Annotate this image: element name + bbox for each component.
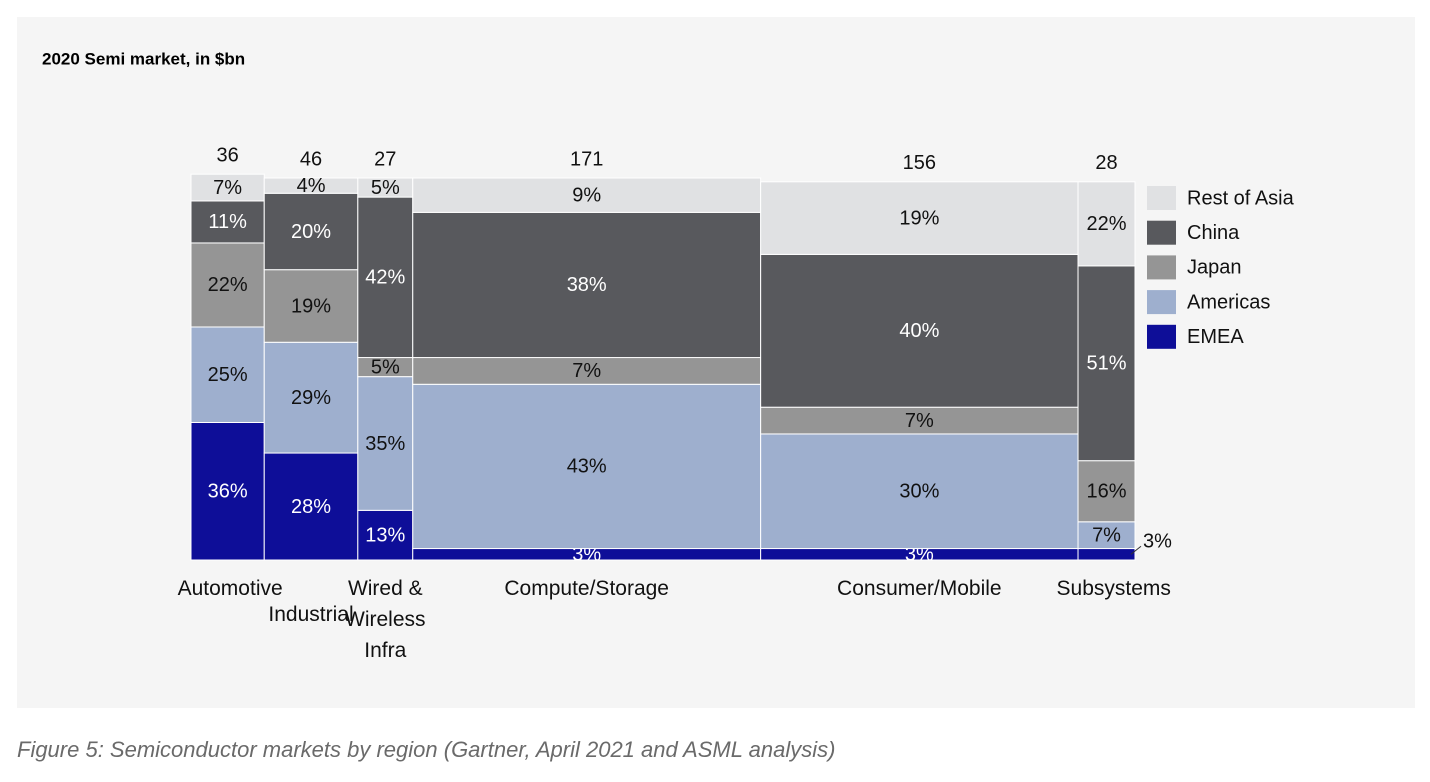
legend-label: Japan (1187, 257, 1242, 279)
segment-label: 7% (1092, 524, 1121, 546)
segment-label: 22% (1087, 213, 1127, 235)
segment-label: 19% (291, 295, 331, 317)
segment (357, 509, 414, 561)
segment (263, 341, 359, 454)
segment (190, 421, 265, 561)
segment-label: 43% (567, 456, 607, 478)
segment (760, 253, 1079, 408)
category-label: Consumer/Mobile (799, 573, 1039, 604)
column-total: 28 (1095, 152, 1117, 174)
segment-label: 7% (572, 360, 601, 382)
category-label: Automotive (108, 573, 348, 604)
caption: Figure 5: Semiconductor markets by regio… (17, 737, 836, 762)
category-text: Industrial (268, 603, 354, 626)
legend-label: Americas (1187, 291, 1270, 313)
segment (190, 242, 265, 328)
segment-label: 42% (365, 267, 405, 289)
segment (1077, 181, 1136, 267)
column-total: 156 (903, 152, 936, 174)
segment-label: 3% (905, 544, 934, 566)
segment (263, 452, 359, 561)
legend-swatch (1147, 186, 1176, 210)
legend-label: EMEA (1187, 326, 1244, 348)
segment (263, 192, 359, 271)
legend-label: China (1187, 222, 1240, 244)
segment (1077, 265, 1136, 462)
segment (263, 269, 359, 343)
segment-label: 11% (208, 211, 247, 233)
segment-label: 30% (899, 481, 939, 503)
segment-label: 7% (905, 410, 934, 432)
segment-label: 3% (1143, 531, 1172, 553)
category-label: Wired & Wireless Infra (265, 573, 505, 666)
column-total: 46 (300, 148, 322, 170)
legend-swatch (1147, 290, 1176, 315)
category-text: Compute/Storage (504, 577, 669, 600)
column-total: 27 (374, 148, 396, 170)
segment-label: 40% (899, 320, 939, 342)
legend-swatch (1147, 324, 1176, 349)
category-text: Wired & Wireless Infra (345, 577, 426, 662)
segment (760, 433, 1079, 550)
category-text: Automotive (177, 577, 283, 600)
category-label: Subsystems (987, 573, 1227, 604)
segment-label: 29% (291, 387, 331, 409)
category-label: Compute/Storage (467, 573, 707, 604)
chart-title: 2020 Semi market, in $bn (42, 49, 245, 68)
segment (1077, 521, 1136, 550)
segment (357, 376, 414, 511)
segment (760, 181, 1079, 255)
segment-label: 22% (208, 274, 248, 296)
segment-label: 5% (371, 177, 400, 199)
segment (760, 406, 1079, 435)
segment-label: 5% (371, 356, 400, 378)
category-text: Consumer/Mobile (837, 577, 1002, 600)
segment-label: 36% (208, 481, 248, 503)
segment (412, 177, 762, 213)
category-label: Industrial (191, 599, 431, 630)
segment-label: 19% (899, 207, 939, 229)
column-total: 36 (216, 144, 238, 166)
segment-label: 38% (567, 274, 607, 296)
segment (412, 211, 762, 359)
segment-label: 7% (213, 177, 242, 199)
segment-label: 4% (297, 175, 326, 197)
segment-label: 9% (572, 184, 601, 206)
category-text: Subsystems (1056, 577, 1171, 600)
segment-label: 28% (291, 496, 331, 518)
segment-label: 25% (208, 364, 248, 386)
legend-swatch (1147, 255, 1176, 280)
segment (412, 383, 762, 550)
segment-label: 16% (1087, 481, 1127, 503)
legend-swatch (1147, 220, 1176, 245)
segment (1077, 460, 1136, 523)
leader (1130, 545, 1142, 555)
segment-label: 35% (365, 433, 405, 455)
segment (190, 200, 265, 244)
segment (412, 357, 762, 385)
segment (1077, 548, 1136, 561)
segment-label: 20% (291, 221, 331, 243)
legend-label: Rest of Asia (1187, 187, 1295, 209)
column-total: 171 (570, 148, 603, 170)
segment (190, 173, 265, 202)
segment-label: 3% (572, 544, 601, 566)
segment-label: 51% (1087, 353, 1127, 375)
segment-label: 13% (365, 524, 405, 546)
